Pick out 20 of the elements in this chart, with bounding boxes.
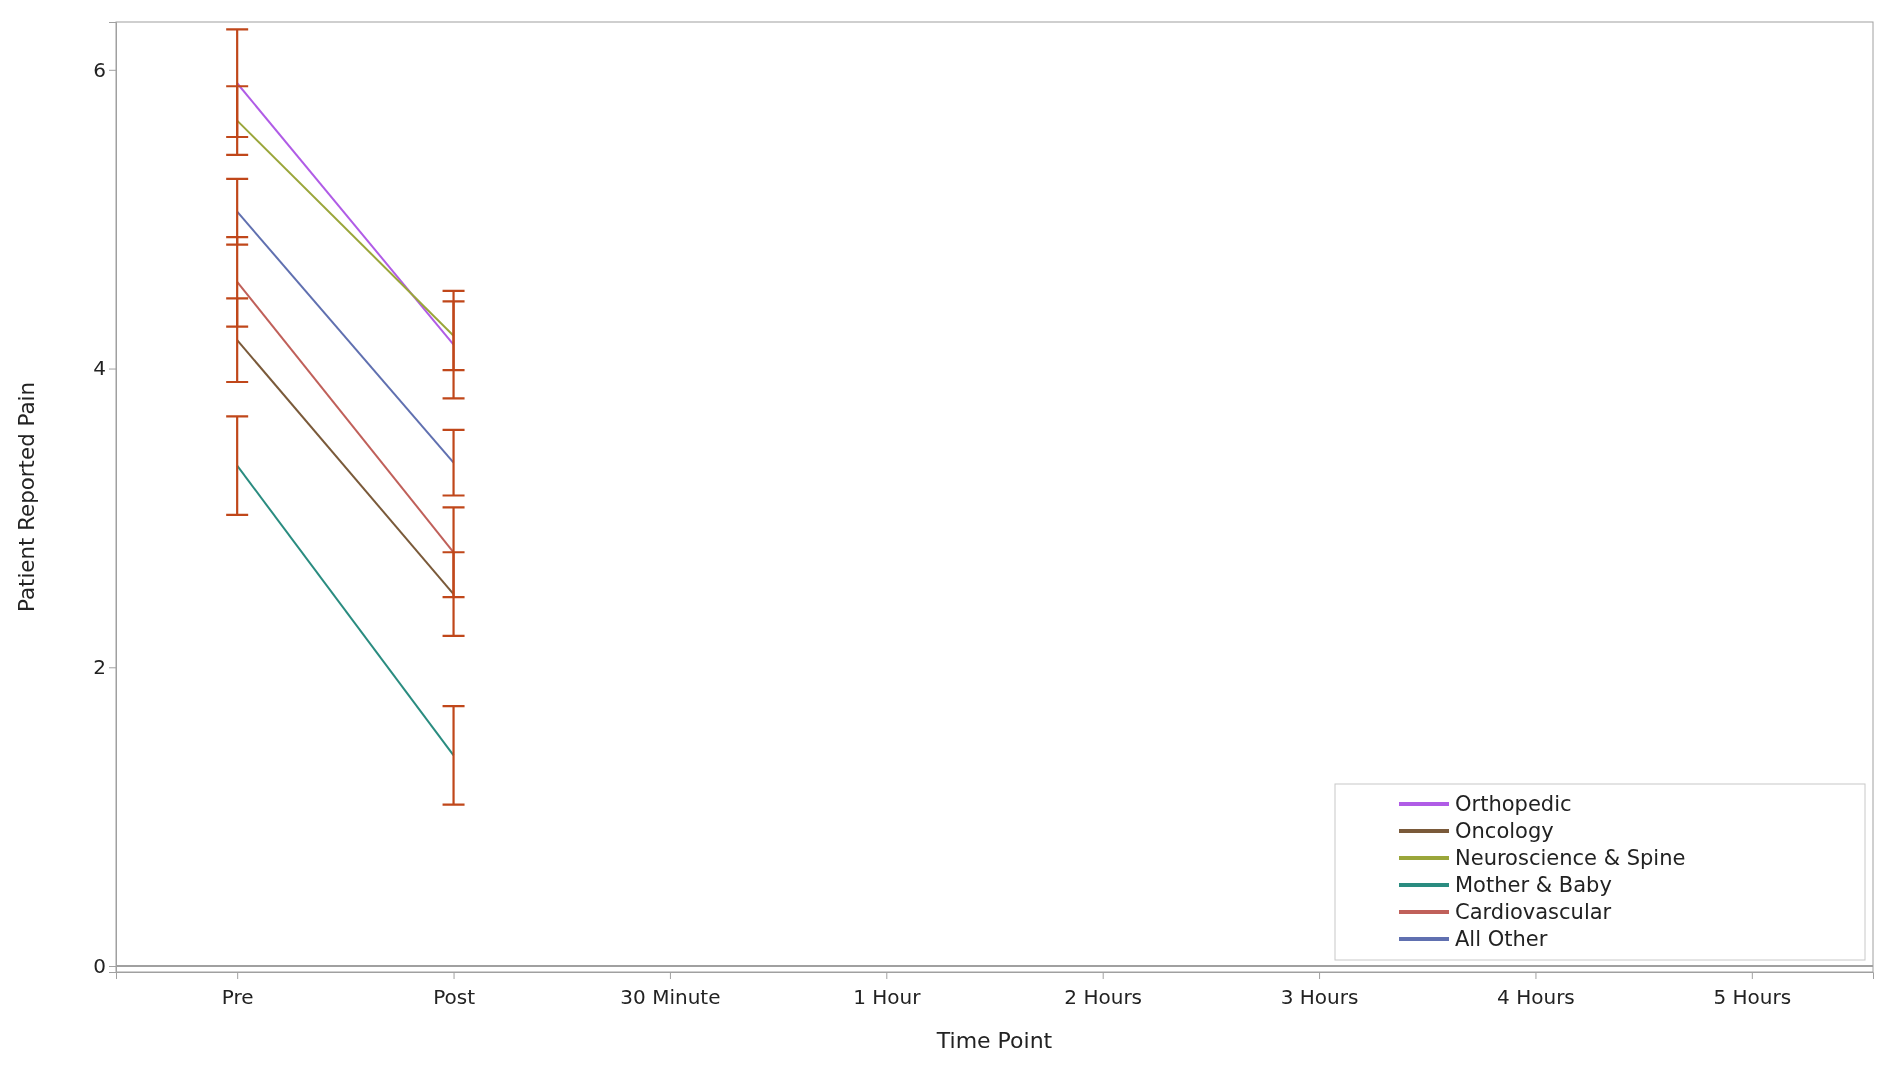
x-tick-label: Pre bbox=[221, 985, 254, 1009]
x-tick-label: 3 Hours bbox=[1280, 985, 1359, 1009]
x-tick-label: 2 Hours bbox=[1064, 985, 1143, 1009]
y-tick-label: 0 bbox=[93, 953, 106, 978]
legend-label: Neuroscience & Spine bbox=[1455, 846, 1686, 870]
x-tick-label: 5 Hours bbox=[1713, 985, 1792, 1009]
legend-label: Oncology bbox=[1455, 819, 1554, 843]
x-axis-title: Time Point bbox=[935, 1028, 1053, 1053]
legend-label: All Other bbox=[1455, 927, 1548, 951]
y-tick-label: 2 bbox=[93, 655, 106, 680]
y-tick-label: 4 bbox=[93, 356, 106, 381]
y-tick-label: 6 bbox=[93, 57, 106, 82]
legend-label: Orthopedic bbox=[1455, 792, 1572, 816]
x-tick-label: 30 Minute bbox=[620, 985, 721, 1009]
x-tick-label: 4 Hours bbox=[1497, 985, 1575, 1009]
x-tick-label: 1 Hour bbox=[853, 985, 922, 1009]
y-axis-title: Patient Reported Pain bbox=[14, 375, 39, 612]
legend-label: Cardiovascular bbox=[1455, 900, 1612, 924]
legend-label: Mother & Baby bbox=[1455, 873, 1612, 897]
x-tick-label: Post bbox=[433, 985, 476, 1009]
